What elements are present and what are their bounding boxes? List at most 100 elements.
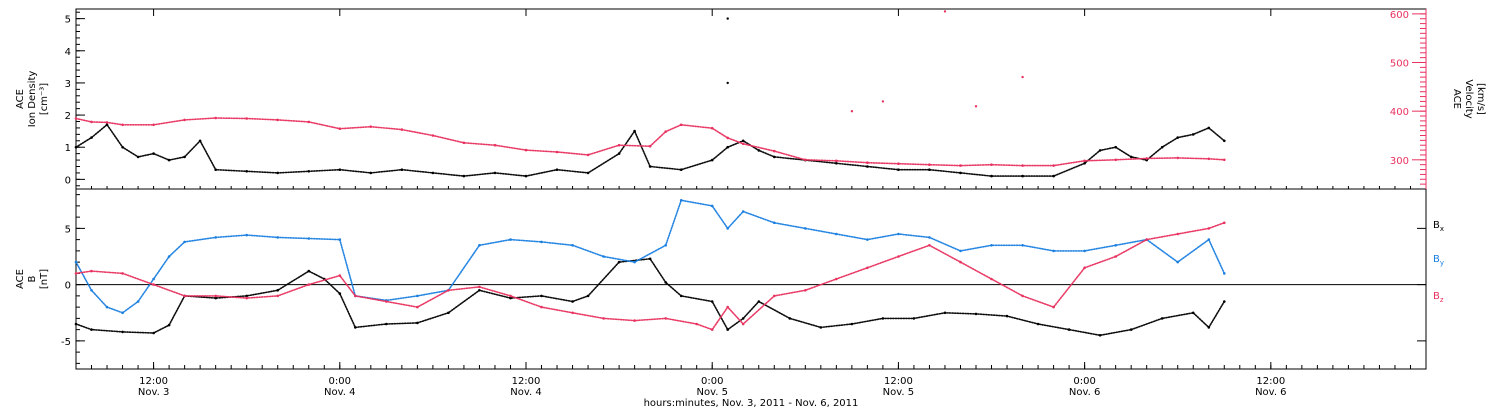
data-point [897, 168, 900, 171]
data-point [307, 283, 311, 286]
data-point [369, 171, 373, 175]
data-point [602, 255, 605, 258]
data-point [866, 161, 869, 164]
data-point [167, 158, 171, 162]
data-point [540, 294, 543, 298]
data-point [897, 232, 900, 236]
data-point [710, 158, 714, 162]
data-marks-layer [74, 10, 1226, 337]
data-point [245, 294, 248, 298]
data-point [276, 171, 280, 175]
data-point [509, 238, 512, 241]
data-point [1160, 145, 1164, 149]
data-point [1021, 164, 1024, 167]
data-point [1114, 255, 1117, 258]
data-point [819, 326, 823, 329]
data-point [121, 330, 124, 334]
data-point [307, 170, 311, 173]
data-point [804, 158, 807, 162]
data-point [276, 289, 280, 292]
data-point [990, 244, 993, 247]
data-point [121, 145, 124, 149]
velocity-axis-title-line1: ACE [1451, 89, 1462, 109]
data-point [1083, 249, 1086, 253]
data-point [1052, 305, 1055, 309]
data-point [136, 300, 140, 303]
data-point [710, 204, 714, 208]
data-point [757, 300, 761, 303]
b-axis-title-line2: B [27, 275, 38, 282]
legend-by-letter: B [1433, 254, 1440, 265]
data-point [338, 168, 342, 171]
left-tick-label: 5 [65, 224, 71, 235]
left-tick-label: -5 [61, 337, 71, 348]
data-point [447, 311, 450, 315]
data-point [897, 255, 900, 258]
left-tick-label: 4 [65, 47, 71, 58]
data-point [1083, 266, 1086, 270]
data-point [555, 150, 559, 154]
data-point [866, 165, 869, 168]
data-point [1021, 174, 1024, 178]
data-point [214, 168, 217, 171]
data-point [617, 143, 621, 147]
b-axis-title-line1: ACE [15, 269, 26, 289]
outlier-point [850, 110, 854, 113]
data-point [648, 144, 652, 148]
data-point [198, 139, 202, 143]
data-point [509, 296, 512, 300]
data-point [1223, 300, 1226, 303]
data-point [1052, 164, 1055, 167]
data-point [928, 236, 931, 239]
data-point [1005, 314, 1009, 318]
data-point [835, 277, 838, 281]
data-point [835, 159, 838, 163]
data-point [555, 168, 559, 171]
data-point [524, 174, 528, 178]
data-point [90, 136, 93, 139]
data-point [540, 240, 543, 244]
data-point [307, 237, 311, 240]
data-point [664, 244, 667, 247]
legend-by-sub: y [1440, 259, 1444, 267]
plasma-panel-frame [75, 8, 1427, 190]
data-point [679, 168, 683, 171]
data-point [90, 269, 93, 273]
data-point [1160, 317, 1164, 320]
data-point [369, 125, 373, 128]
data-point [1129, 155, 1133, 159]
b-axis-title-line3: [nT] [39, 269, 50, 289]
data-point [416, 305, 419, 309]
data-point [1207, 227, 1211, 230]
data-point [788, 317, 792, 320]
density-axis-title-line3: [cm⁻³] [39, 83, 50, 115]
data-point [912, 317, 916, 320]
data-point [679, 199, 683, 202]
data-point [1021, 294, 1024, 298]
data-point [1067, 328, 1071, 331]
data-point [90, 289, 93, 292]
series-trace-plasma-0 [75, 123, 1226, 177]
time-tick-label: 12:00 [512, 376, 541, 387]
data-point [136, 155, 140, 159]
data-point [152, 277, 155, 281]
density-axis-title-line1: ACE [15, 89, 26, 109]
right-tick-label: 400 [1390, 107, 1409, 118]
data-point [835, 232, 838, 236]
data-point [959, 260, 962, 264]
magnetic-panel-frame [75, 188, 1427, 370]
data-point [1176, 232, 1179, 236]
left-tick-label: 2 [65, 111, 71, 122]
data-point [990, 174, 993, 178]
data-point [105, 305, 109, 309]
data-point [245, 170, 248, 173]
data-point [74, 260, 78, 264]
data-point [835, 162, 838, 165]
data-point [695, 322, 698, 326]
left-tick-label: 0 [65, 281, 71, 292]
data-point [447, 289, 450, 292]
data-point [245, 117, 248, 120]
data-point [121, 311, 124, 315]
outlier-point [726, 17, 729, 20]
data-point [1223, 139, 1226, 143]
